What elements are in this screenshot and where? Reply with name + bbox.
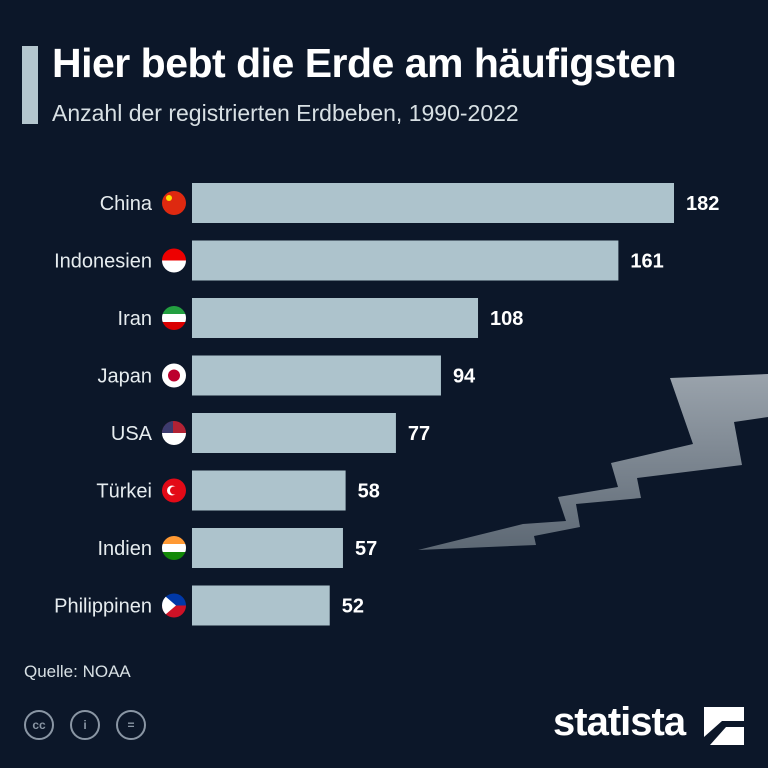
flag-icon-usa xyxy=(162,421,186,445)
cc-icon[interactable]: cc xyxy=(24,710,54,740)
value-label: 108 xyxy=(490,308,523,330)
category-label: USA xyxy=(111,423,153,445)
flag-icon-iran xyxy=(162,306,186,330)
bar-philippinen xyxy=(192,585,330,626)
value-label: 94 xyxy=(453,366,476,388)
value-label: 182 xyxy=(686,193,719,215)
bar-iran xyxy=(192,298,479,338)
bar-japan xyxy=(192,355,441,396)
value-label: 52 xyxy=(342,596,364,618)
flag-icon-china xyxy=(162,191,186,215)
category-label: Philippinen xyxy=(54,596,152,618)
earthquake-crack-illustration xyxy=(418,374,768,550)
source-note: Quelle: NOAA xyxy=(24,662,131,681)
flag-icon-indonesien xyxy=(162,248,186,273)
bar-usa xyxy=(192,413,396,453)
flag-icon-philippinen xyxy=(162,593,186,618)
no-derivatives-icon[interactable]: = xyxy=(116,710,146,740)
bar-türkei xyxy=(192,470,346,511)
category-label: Türkei xyxy=(96,481,152,503)
statista-logo-icon xyxy=(704,707,744,745)
category-label: Indien xyxy=(98,538,153,560)
value-label: 161 xyxy=(630,251,663,273)
flag-icon-indien xyxy=(162,536,186,560)
flag-icon-japan xyxy=(162,363,186,388)
statista-logo[interactable]: statista xyxy=(553,700,686,744)
category-label: Iran xyxy=(118,308,152,330)
value-label: 57 xyxy=(355,538,377,560)
chart-title: Hier bebt die Erde am häufigsten xyxy=(52,40,677,86)
category-label: Indonesien xyxy=(54,251,152,273)
category-label: Japan xyxy=(98,366,153,388)
bar-indonesien xyxy=(192,240,619,281)
bar-indien xyxy=(192,528,343,568)
bar-china xyxy=(192,183,674,223)
value-label: 58 xyxy=(358,481,380,503)
title-accent-bar xyxy=(22,46,38,124)
flag-icon-türkei xyxy=(162,478,186,503)
category-label: China xyxy=(100,193,153,215)
value-label: 77 xyxy=(408,423,430,445)
chart-subtitle: Anzahl der registrierten Erdbeben, 1990-… xyxy=(52,100,519,126)
attribution-icon[interactable]: i xyxy=(70,710,100,740)
